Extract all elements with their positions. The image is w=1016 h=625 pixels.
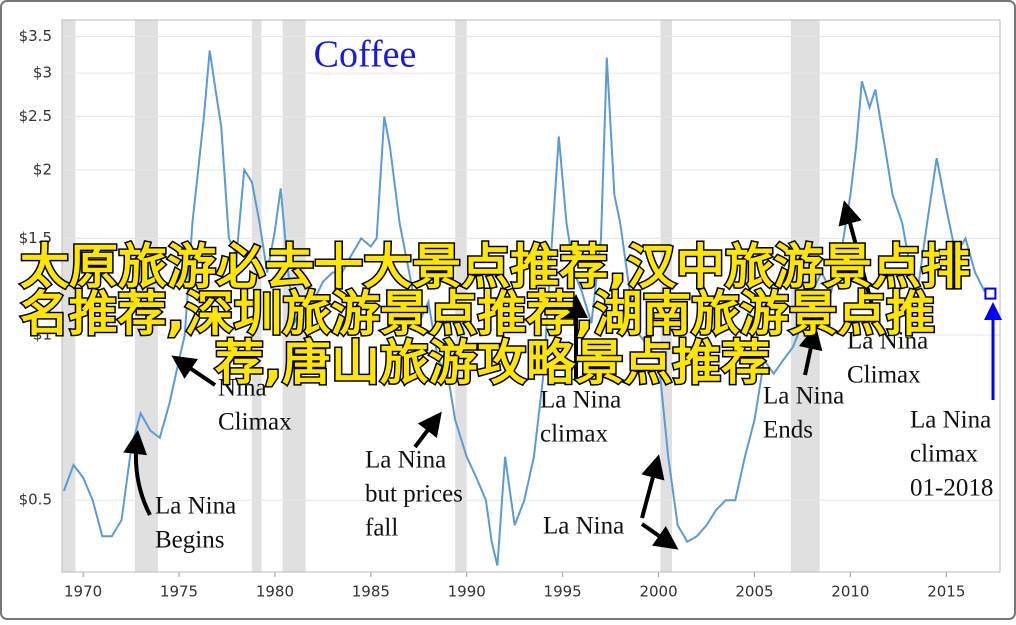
x-tick-label: 1985 xyxy=(352,583,390,601)
x-tick-label: 2000 xyxy=(639,583,677,601)
annotation: La Nina xyxy=(540,387,621,414)
annotation: Climax xyxy=(847,362,921,389)
annotation: Ends xyxy=(763,417,813,444)
arrow xyxy=(838,200,878,321)
annotation: La Nina xyxy=(543,513,624,540)
x-tick-label: 1980 xyxy=(256,583,294,601)
arrow xyxy=(798,325,823,376)
y-tick-label: $3.5 xyxy=(19,27,52,45)
arrow xyxy=(640,454,665,519)
annotation: La Nina xyxy=(155,493,236,520)
shaded-period xyxy=(62,20,76,572)
annotation: climax xyxy=(910,441,979,468)
x-tick-label: 2010 xyxy=(831,583,869,601)
arrow xyxy=(123,430,152,516)
x-tick-label: 1990 xyxy=(448,583,486,601)
y-tick-label: $2 xyxy=(33,160,52,178)
annotation: but prices xyxy=(365,481,463,508)
annotation: La Nina xyxy=(847,328,928,355)
chart-title: Coffee xyxy=(314,34,417,76)
x-tick-label: 2015 xyxy=(927,583,965,601)
annotation: 01-2018 xyxy=(910,475,993,502)
y-tick-label: $1.5 xyxy=(19,229,52,247)
arrow xyxy=(413,411,442,449)
shaded-period xyxy=(282,20,306,572)
y-tick-label: $2.5 xyxy=(19,107,52,125)
shaded-period xyxy=(455,20,467,572)
shaded-period xyxy=(251,20,262,572)
annotation: La Nina xyxy=(910,407,991,434)
y-tick-label: $3 xyxy=(33,64,52,82)
shaded-period xyxy=(660,20,672,572)
annotation: climax xyxy=(540,421,609,448)
x-tick-label: 1970 xyxy=(64,583,102,601)
overlay-text: 名推荐,深圳旅游景点推荐,湖南旅游景点推 xyxy=(20,286,935,342)
y-tick-label: $1 xyxy=(33,326,52,344)
arrow xyxy=(640,522,679,550)
x-tick-label: 1995 xyxy=(544,583,582,601)
annotation: La Nina xyxy=(763,383,844,410)
annotation: Climax xyxy=(218,409,292,436)
overlay-text: 荐,唐山旅游攻略景点推荐 xyxy=(215,335,770,391)
annotation: La Nina xyxy=(365,447,446,474)
arrow xyxy=(171,355,217,387)
annotation: Nina xyxy=(218,375,267,402)
shaded-period xyxy=(790,20,820,572)
line xyxy=(62,50,986,566)
annotation: fall xyxy=(365,515,398,542)
arrows xyxy=(123,200,1002,550)
plot-border xyxy=(61,19,1001,573)
overlay-text: 太原旅游必去十大景点推荐,汉中旅游景点排 xyxy=(20,239,970,295)
annotation: Begins xyxy=(155,527,224,554)
x-tick-label: 2005 xyxy=(735,583,773,601)
x-tick-label: 1975 xyxy=(160,583,198,601)
marker xyxy=(984,287,997,300)
y-tick-label: $0.5 xyxy=(19,491,52,509)
